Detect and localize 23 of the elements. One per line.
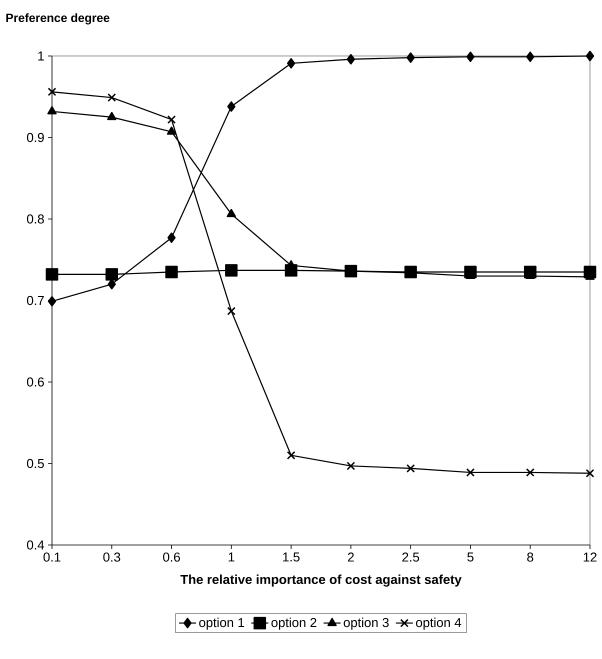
x-tick-label: 0.1 [44,552,60,562]
legend-label: option 2 [271,618,316,630]
y-tick-label: 0.4 [26,540,44,550]
legend-label: option 4 [416,618,462,630]
y-axis-title: Preference degree [6,13,110,24]
x-axis-title: The relative importance of cost against safety [180,574,462,587]
x-tick-label: 8 [527,552,534,562]
y-tick-label: 0.8 [26,214,44,224]
x-tick-label: 2 [348,552,354,562]
legend-label: option 3 [344,618,389,630]
x-tick-label: 1 [228,552,234,562]
x-tick-label: 0.6 [163,552,180,562]
x-tick-label: 12 [584,552,597,562]
x-tick-label: 5 [467,552,474,562]
y-tick-label: 0.7 [26,296,44,306]
x-tick-label: 0.3 [103,552,120,562]
y-tick-label: 1 [38,52,44,60]
legend-label: option 1 [199,618,244,630]
y-tick-label: 0.6 [26,377,44,387]
y-tick-label: 0.9 [26,132,44,142]
y-tick-label: 0.5 [26,458,44,468]
x-tick-label: 1.5 [283,552,300,562]
x-tick-label: 2.5 [402,552,420,562]
